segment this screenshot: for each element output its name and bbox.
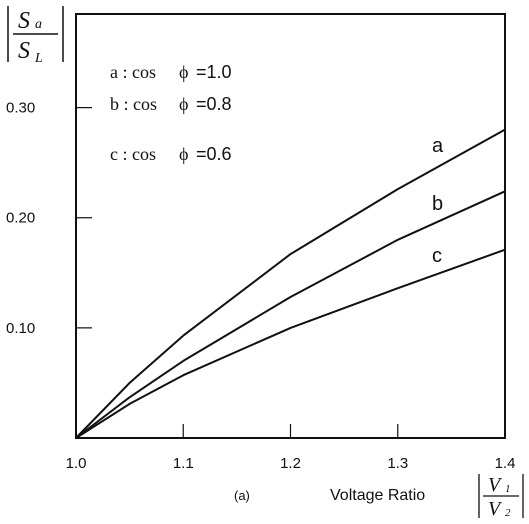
curve-label-a: a [432,135,444,157]
x-axis-fraction: V 1 V 2 [478,474,524,520]
legend-a-value: =1.0 [196,62,232,82]
series-line-a [75,128,506,439]
x-tick-label-4: 1.4 [495,455,516,472]
x-label-numerator: V [488,474,503,496]
curve-label-b: b [432,193,443,215]
legend-b-symbol: ϕ [179,94,188,114]
legend-a-symbol: ϕ [179,62,188,82]
x-label-numerator-sub: 1 [505,483,511,495]
figure-caption: (a) [234,488,250,503]
legend: a : cos ϕ =1.0 b : cos ϕ =0.8 c : cos ϕ … [110,62,232,164]
legend-b-key: b : cos [110,94,157,114]
y-axis-ticks: 0.10 0.20 0.30 [6,100,92,337]
x-tick-label-0: 1.0 [66,455,87,472]
legend-a-key: a : cos [110,62,156,82]
x-label-denominator-sub: 2 [505,507,511,519]
legend-b-value: =0.8 [196,94,232,114]
legend-c-key: c : cos [110,144,156,164]
y-tick-label-0: 0.10 [6,320,35,337]
y-label-numerator-sub: a [35,17,42,32]
series-line-c [75,248,506,439]
y-tick-label-2: 0.30 [6,100,35,117]
legend-c-value: =0.6 [196,144,232,164]
x-label-denominator: V [488,498,503,520]
series-group [75,128,506,439]
y-label-denominator: S [18,38,30,64]
y-label-denominator-sub: L [34,51,43,66]
x-axis-label: Voltage Ratio [330,487,425,504]
x-tick-label-1: 1.1 [173,455,194,472]
x-tick-label-3: 1.3 [387,455,408,472]
y-axis-label: S a S L [7,6,64,66]
x-axis-ticks: 1.0 1.1 1.2 1.3 1.4 [66,424,516,472]
y-tick-label-1: 0.20 [6,210,35,227]
legend-c-symbol: ϕ [179,144,188,164]
series-line-b [75,190,506,439]
curve-label-c: c [432,245,442,267]
y-label-numerator: S [18,8,30,34]
x-tick-label-2: 1.2 [280,455,301,472]
